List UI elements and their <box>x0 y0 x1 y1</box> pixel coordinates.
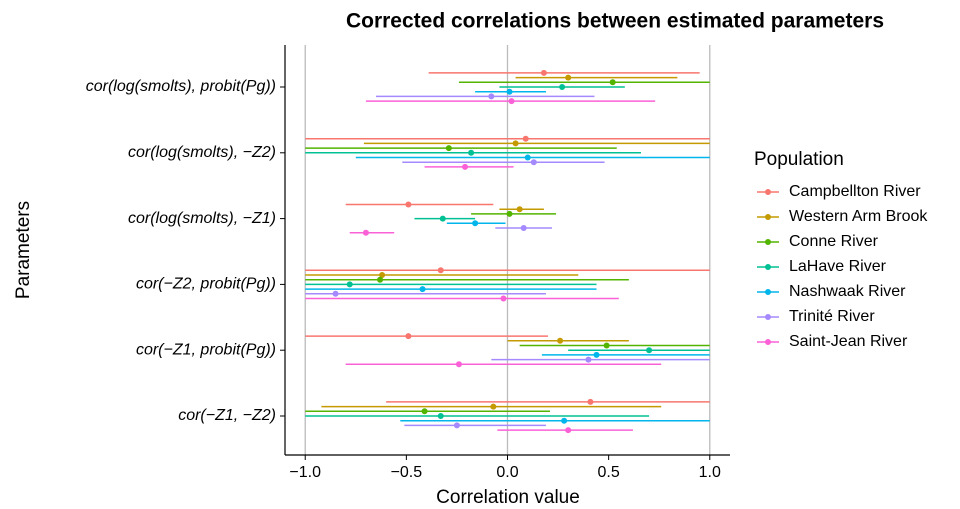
point <box>332 290 339 297</box>
point <box>559 84 566 90</box>
point <box>405 333 412 340</box>
point <box>488 93 495 100</box>
legend-marker <box>765 339 771 345</box>
legend-marker <box>765 264 771 270</box>
chart-title: Corrected correlations between estimated… <box>346 10 884 33</box>
point <box>455 361 462 368</box>
point <box>516 206 523 213</box>
legend-label: Trinité River <box>789 308 875 325</box>
point <box>506 88 513 95</box>
point <box>522 135 529 142</box>
point <box>490 403 497 410</box>
point <box>530 159 537 166</box>
point <box>453 422 460 429</box>
point <box>346 281 353 288</box>
point <box>379 272 386 278</box>
x-axis-label: Correlation value <box>436 487 580 508</box>
y-tick-label: cor(log(smolts), −Z1) <box>128 210 276 227</box>
legend-label: LaHave River <box>789 258 887 275</box>
y-tick-label: cor(−Z1, probit(Pg)) <box>136 341 276 358</box>
point <box>512 140 519 147</box>
x-tick-label: 0.5 <box>598 464 620 481</box>
x-tick-label: −0.5 <box>391 464 423 481</box>
point <box>557 337 564 344</box>
x-tick-label: 1.0 <box>699 464 721 481</box>
legend-label: Conne River <box>789 233 879 250</box>
point <box>565 74 572 81</box>
point <box>362 229 369 236</box>
point <box>540 69 547 76</box>
y-tick-label: cor(−Z1, −Z2) <box>178 407 276 424</box>
point <box>506 210 513 217</box>
y-axis-label: Parameters <box>13 201 34 299</box>
point <box>587 398 594 405</box>
point <box>585 356 592 363</box>
point <box>508 98 515 105</box>
point <box>500 295 507 302</box>
point <box>421 408 428 415</box>
point <box>377 276 384 283</box>
legend-marker <box>765 214 771 220</box>
y-tick-label: cor(−Z2, probit(Pg)) <box>136 276 276 293</box>
legend-marker <box>765 189 771 195</box>
point <box>468 149 475 156</box>
point <box>565 427 572 434</box>
point <box>437 413 444 419</box>
legend-label: Western Arm Brook <box>789 208 928 225</box>
point <box>593 351 600 358</box>
y-tick-label: cor(log(smolts), probit(Pg)) <box>86 78 276 95</box>
legend-label: Campbellton River <box>789 183 921 200</box>
y-tick-label: cor(log(smolts), −Z2) <box>128 144 276 161</box>
point <box>437 267 444 274</box>
point <box>603 342 610 349</box>
legend-label: Nashwaak River <box>789 283 906 300</box>
x-tick-label: 0.0 <box>496 464 518 481</box>
legend-marker <box>765 239 771 245</box>
point <box>419 286 426 293</box>
point <box>609 79 616 86</box>
point <box>520 225 527 231</box>
point <box>561 417 568 424</box>
point <box>445 145 452 152</box>
point <box>646 347 653 354</box>
point <box>462 163 469 170</box>
point <box>524 154 531 161</box>
point <box>439 215 446 222</box>
legend-label: Saint-Jean River <box>789 333 908 350</box>
legend-title: Population <box>754 149 844 170</box>
point <box>472 220 479 227</box>
legend-marker <box>765 314 771 320</box>
x-tick-label: −1.0 <box>289 464 321 481</box>
legend-marker <box>765 289 771 295</box>
point <box>405 201 412 208</box>
